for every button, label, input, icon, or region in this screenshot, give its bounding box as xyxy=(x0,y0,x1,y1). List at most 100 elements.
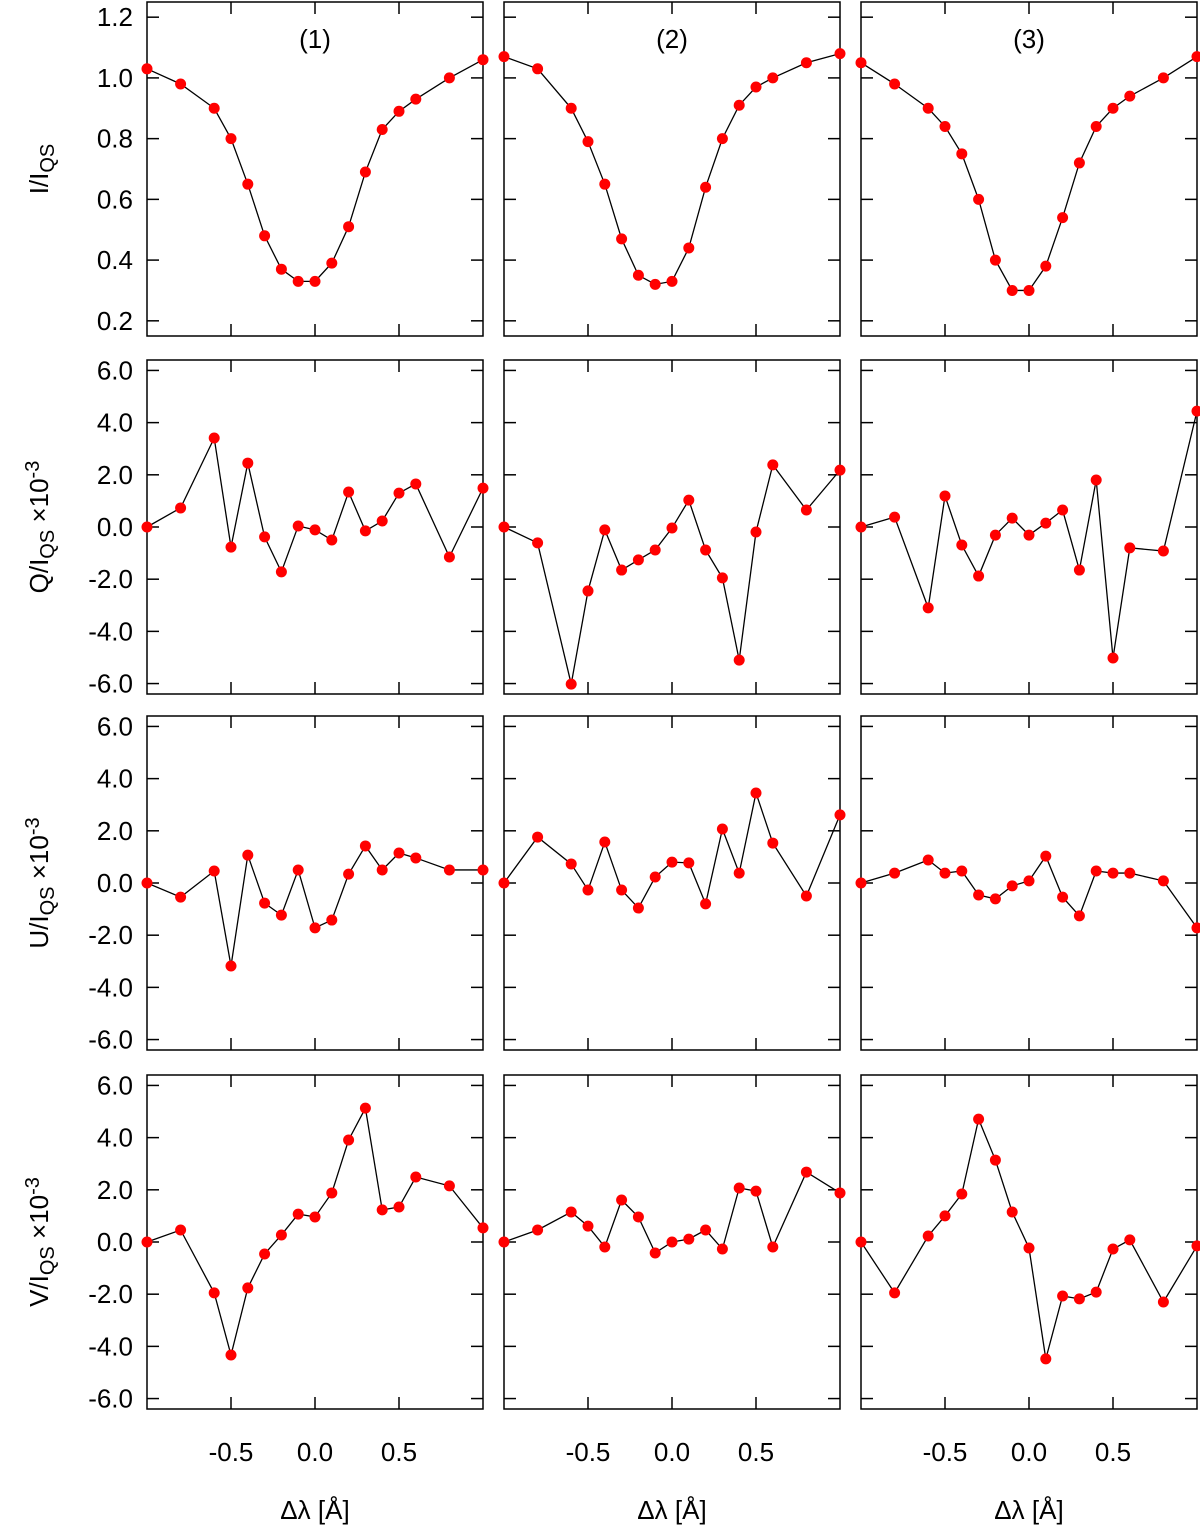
data-point xyxy=(939,490,951,502)
plot-frame xyxy=(860,1074,1198,1410)
data-point xyxy=(683,857,695,869)
data-point xyxy=(292,864,304,876)
data-point xyxy=(309,922,321,934)
data-point xyxy=(834,809,846,821)
x-tick-label: 0.0 xyxy=(1011,1437,1047,1467)
data-point xyxy=(700,898,712,910)
data-point xyxy=(259,531,271,543)
data-point xyxy=(498,877,510,889)
data-point xyxy=(800,504,812,516)
x-tick-label: 0.5 xyxy=(738,1437,774,1467)
data-point xyxy=(855,57,867,69)
data-point xyxy=(767,837,779,849)
data-point xyxy=(242,178,254,190)
data-point xyxy=(326,914,338,926)
data-point xyxy=(1107,1243,1119,1255)
panel-title: (1) xyxy=(299,24,331,54)
data-point xyxy=(208,1287,220,1299)
y-axis-label-part: U/I xyxy=(24,915,54,948)
data-point xyxy=(208,432,220,444)
y-axis-label: U/IQS ×10-3 xyxy=(22,817,59,948)
data-point xyxy=(410,93,422,105)
data-point xyxy=(208,102,220,114)
plot-frame xyxy=(146,1074,484,1410)
y-tick-label: -4.0 xyxy=(88,616,133,646)
data-point xyxy=(750,81,762,93)
y-tick-label: 0.0 xyxy=(97,512,133,542)
data-point xyxy=(922,1230,934,1242)
data-point xyxy=(1023,1242,1035,1254)
y-tick-label: 1.0 xyxy=(97,63,133,93)
data-point xyxy=(326,257,338,269)
data-point xyxy=(1040,850,1052,862)
y-axis-label: Q/IQS ×10-3 xyxy=(22,461,59,594)
data-point xyxy=(1073,157,1085,169)
panel-title: (3) xyxy=(1013,24,1045,54)
data-point xyxy=(376,515,388,527)
y-tick-label: -2.0 xyxy=(88,1279,133,1309)
data-point xyxy=(498,1236,510,1248)
data-point xyxy=(410,852,422,864)
y-tick-label: 6.0 xyxy=(97,1070,133,1100)
data-point xyxy=(973,193,985,205)
data-point xyxy=(175,1224,187,1236)
data-point xyxy=(956,1188,968,1200)
y-axis-label-part: QS xyxy=(37,530,59,559)
data-line xyxy=(146,1106,484,1358)
data-point xyxy=(275,909,287,921)
data-point xyxy=(410,478,422,490)
x-tick-label: 0.0 xyxy=(654,1437,690,1467)
data-point xyxy=(1124,1234,1136,1246)
data-point xyxy=(1023,875,1035,887)
data-point xyxy=(733,654,745,666)
data-point xyxy=(1090,474,1102,486)
y-tick-label: -6.0 xyxy=(88,1384,133,1414)
data-point xyxy=(632,269,644,281)
data-point xyxy=(973,1113,985,1125)
x-tick-label: 0.5 xyxy=(381,1437,417,1467)
data-point xyxy=(376,1204,388,1216)
data-point xyxy=(443,72,455,84)
y-axis-label-part: QS xyxy=(37,1246,59,1275)
data-point xyxy=(359,1102,371,1114)
y-axis-label: I/IQS xyxy=(24,144,59,195)
data-point xyxy=(716,823,728,835)
data-point xyxy=(532,537,544,549)
data-point xyxy=(973,570,985,582)
data-point xyxy=(343,868,355,880)
data-point xyxy=(800,57,812,69)
y-axis-label-part: -3 xyxy=(22,461,44,479)
data-point xyxy=(889,1287,901,1299)
data-point xyxy=(275,1229,287,1241)
data-point xyxy=(733,99,745,111)
y-tick-label: -6.0 xyxy=(88,1025,133,1055)
data-point xyxy=(1040,517,1052,529)
data-point xyxy=(956,148,968,160)
data-point xyxy=(700,544,712,556)
data-point xyxy=(1191,922,1200,934)
plot-frame xyxy=(503,715,841,1051)
y-tick-label: 4.0 xyxy=(97,408,133,438)
data-point xyxy=(767,459,779,471)
data-line xyxy=(860,1116,1198,1360)
x-axis-label: Δλ [Å] xyxy=(994,1495,1063,1525)
y-tick-label: 6.0 xyxy=(97,711,133,741)
data-point xyxy=(359,840,371,852)
data-point xyxy=(1157,875,1169,887)
data-point xyxy=(309,524,321,536)
data-point xyxy=(1107,652,1119,664)
data-point xyxy=(889,867,901,879)
data-point xyxy=(1191,405,1200,417)
y-tick-label: -6.0 xyxy=(88,669,133,699)
y-tick-label: 4.0 xyxy=(97,764,133,794)
y-tick-label: 2.0 xyxy=(97,816,133,846)
data-point xyxy=(1191,1240,1200,1252)
data-point xyxy=(1073,910,1085,922)
data-point xyxy=(666,275,678,287)
data-point xyxy=(767,72,779,84)
data-point xyxy=(683,242,695,254)
y-axis-label-part: ×10 xyxy=(24,1195,54,1246)
data-point xyxy=(225,1349,237,1361)
data-point xyxy=(443,1180,455,1192)
y-axis-label-part: QS xyxy=(37,886,59,915)
